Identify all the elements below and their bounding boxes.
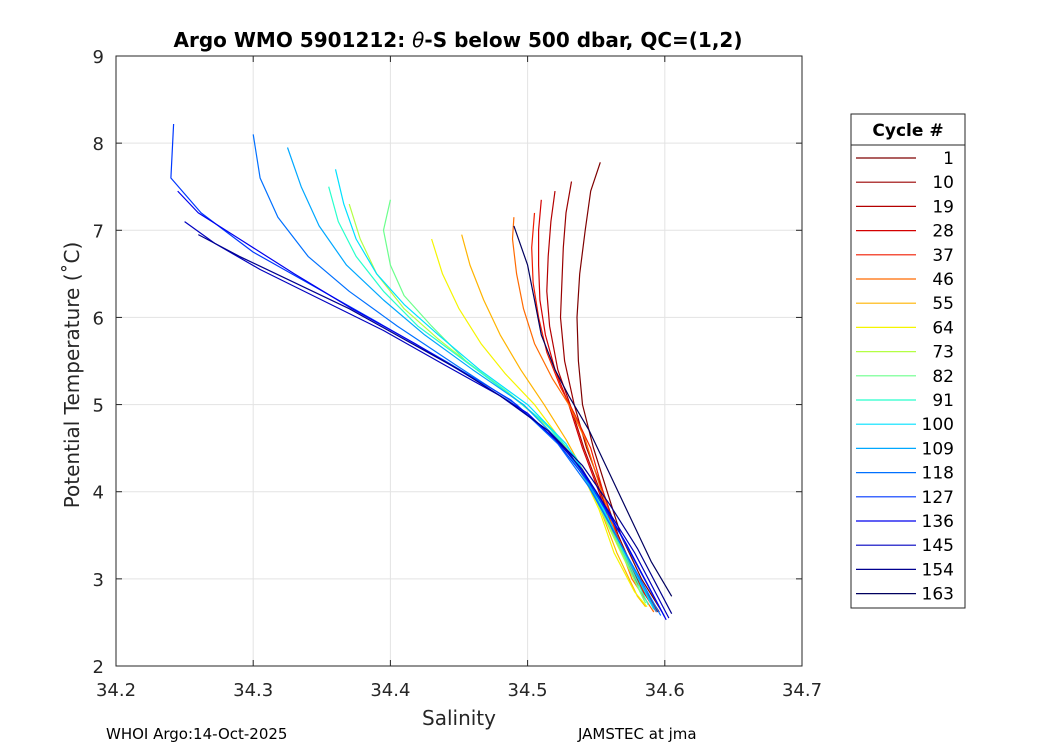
footer-left: WHOI Argo:14-Oct-2025 [106,725,288,743]
ticks: 34.2 34.3 34.4 34.5 34.6 34.7 2 3 4 5 6 7 8 9 [93,47,822,701]
x-tick-label: 34.7 [782,680,822,701]
legend-item-154: 154 [856,560,954,580]
series-line-cycle-10 [559,181,660,613]
legend-item-136: 136 [856,512,954,532]
legend-label: 127 [922,488,954,508]
legend-item-100: 100 [856,415,954,435]
legend-item-91: 91 [856,391,954,411]
legend: Cycle # 1 10 19 28 37 46 55 64 73 82 91 100 109 118 12… [850,113,966,609]
y-tick-label: 7 [93,221,104,242]
series-line-cycle-55 [461,234,647,608]
legend-item-64: 64 [856,318,954,338]
legend-label: 10 [932,173,954,193]
legend-item-163: 163 [856,585,954,605]
series-line-cycle-163 [513,225,673,597]
legend-item-10: 10 [856,173,954,193]
legend-items: 1 10 19 28 37 46 55 64 73 82 91 100 109 118 127 136 145 1… [856,149,954,605]
x-axis-label: Salinity [422,706,496,730]
legend-label: 19 [932,197,954,217]
legend-item-127: 127 [856,488,954,508]
x-tick-label: 34.4 [370,680,410,701]
legend-label: 163 [922,585,954,605]
legend-title: Cycle # [872,121,943,141]
x-tick-label: 34.5 [508,680,548,701]
series-group [170,123,673,621]
legend-label: 118 [922,464,954,484]
y-axis-label: Potential Temperature (˚C) [60,242,84,509]
legend-item-109: 109 [856,439,954,459]
legend-item-73: 73 [856,343,954,363]
legend-box [850,113,966,609]
legend-label: 136 [922,512,954,532]
legend-label: 145 [922,536,954,556]
legend-item-19: 19 [856,197,954,217]
legend-label: 1 [943,149,954,169]
legend-label: 109 [922,439,954,459]
legend-label: 91 [932,391,954,411]
y-tick-label: 5 [93,396,104,417]
legend-label: 37 [932,246,954,266]
series-line-cycle-109 [286,147,658,613]
legend-label: 73 [932,343,954,363]
legend-label: 154 [922,560,954,580]
legend-item-1: 1 [856,149,954,169]
legend-label: 28 [932,222,954,242]
legend-label: 64 [932,318,954,338]
legend-item-46: 46 [856,270,954,290]
plot-area: 34.2 34.3 34.4 34.5 34.6 34.7 2 3 4 5 6 7 8 9 [93,47,822,701]
x-tick-label: 34.3 [233,680,273,701]
axes-frame [115,55,803,667]
legend-item-37: 37 [856,246,954,266]
series-line-cycle-118 [252,134,662,616]
legend-item-82: 82 [856,367,954,387]
axes-background [116,56,802,666]
y-tick-label: 2 [93,657,104,678]
y-tick-label: 8 [93,134,104,155]
legend-label: 55 [932,294,954,314]
y-tick-label: 4 [93,483,104,504]
series-line-cycle-64 [431,238,648,608]
chart-title: Argo WMO 5901212: θ-S below 500 dbar, QC… [174,28,743,52]
x-tick-label: 34.6 [645,680,685,701]
x-tick-label: 34.2 [96,680,136,701]
series-line-cycle-154 [198,234,673,614]
legend-item-55: 55 [856,294,954,314]
legend-item-118: 118 [856,464,954,484]
legend-label: 46 [932,270,954,290]
y-tick-label: 3 [93,570,104,591]
y-tick-label: 9 [93,47,104,68]
series-line-cycle-145 [184,221,670,619]
y-tick-label: 6 [93,308,104,329]
legend-item-28: 28 [856,222,954,242]
legend-item-145: 145 [856,536,954,556]
legend-label: 100 [922,415,954,435]
footer-right: JAMSTEC at jma [578,725,697,743]
legend-label: 82 [932,367,954,387]
